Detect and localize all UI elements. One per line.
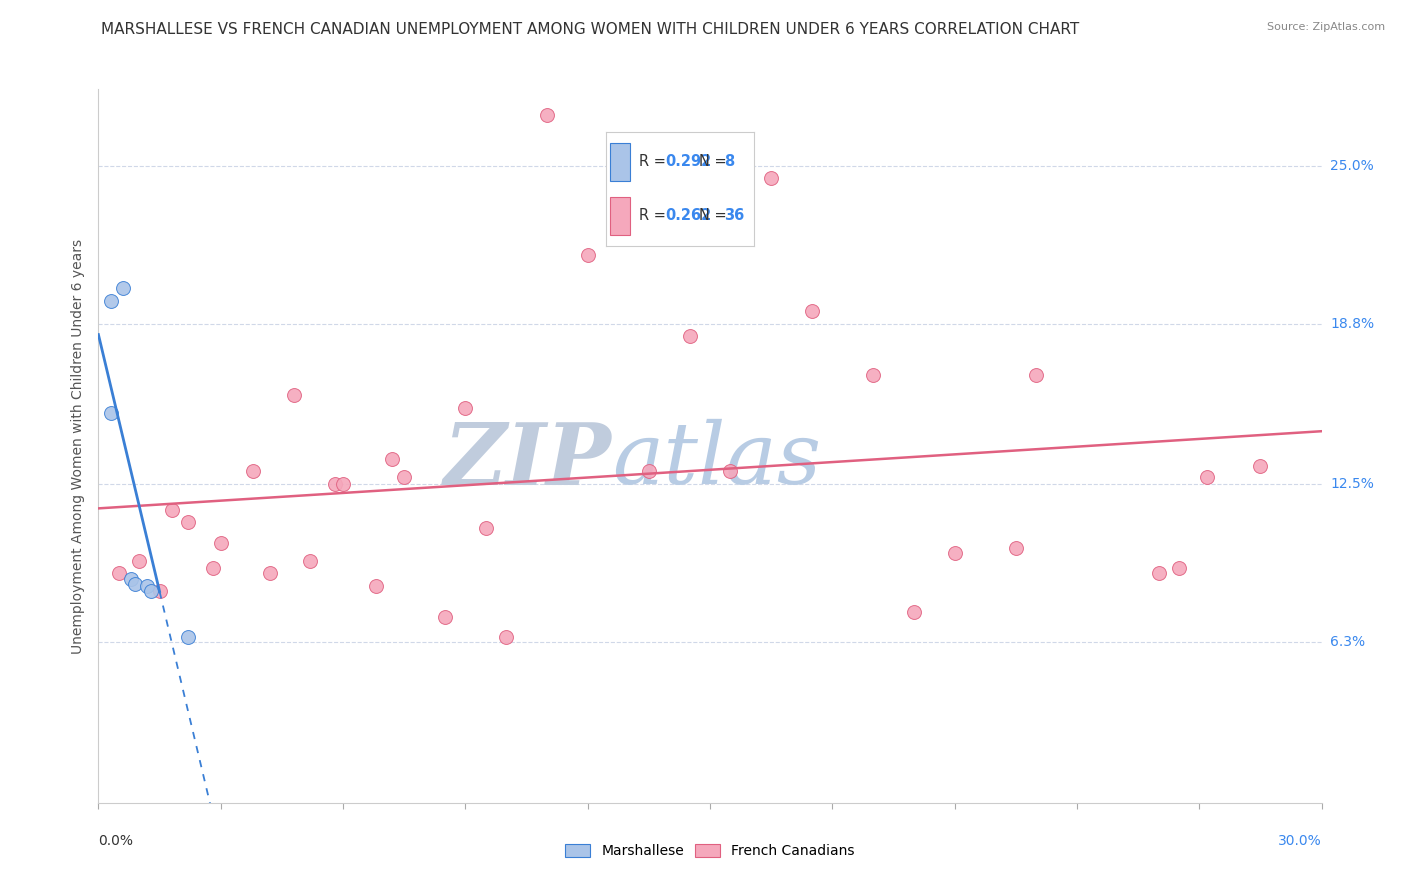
Point	[495, 630, 517, 644]
Point	[100, 293, 122, 308]
Point	[943, 546, 966, 560]
Text: MARSHALLESE VS FRENCH CANADIAN UNEMPLOYMENT AMONG WOMEN WITH CHILDREN UNDER 6 YE: MARSHALLESE VS FRENCH CANADIAN UNEMPLOYM…	[101, 22, 1080, 37]
Point	[381, 451, 404, 466]
Y-axis label: Unemployment Among Women with Children Under 6 years: Unemployment Among Women with Children U…	[72, 238, 86, 654]
Text: 6.3%: 6.3%	[1330, 635, 1365, 649]
Point	[259, 566, 281, 581]
Text: Source: ZipAtlas.com: Source: ZipAtlas.com	[1267, 22, 1385, 32]
Text: N =: N =	[699, 154, 731, 169]
Text: 25.0%: 25.0%	[1330, 159, 1374, 173]
Point	[761, 171, 783, 186]
Text: 12.5%: 12.5%	[1330, 477, 1374, 491]
Point	[679, 329, 702, 343]
Point	[801, 304, 824, 318]
Point	[160, 502, 183, 516]
Text: R =: R =	[638, 154, 671, 169]
Text: N =: N =	[699, 208, 731, 223]
Point	[283, 388, 305, 402]
Point	[242, 465, 264, 479]
Point	[299, 554, 322, 568]
Point	[1025, 368, 1047, 382]
Text: 0.262: 0.262	[665, 208, 711, 223]
Point	[862, 368, 884, 382]
Point	[434, 609, 457, 624]
Text: 36: 36	[724, 208, 745, 223]
Point	[149, 584, 172, 599]
Point	[177, 516, 200, 530]
Point	[576, 248, 599, 262]
Legend: Marshallese, French Canadians: Marshallese, French Canadians	[560, 838, 860, 863]
Point	[332, 477, 354, 491]
Point	[903, 605, 925, 619]
Text: 0.292: 0.292	[665, 154, 711, 169]
Point	[177, 630, 200, 644]
Point	[1197, 469, 1219, 483]
Point	[392, 469, 416, 483]
Point	[1004, 541, 1026, 555]
Text: atlas: atlas	[612, 419, 821, 501]
Text: 30.0%: 30.0%	[1278, 834, 1322, 848]
Point	[141, 584, 163, 599]
Text: 8: 8	[724, 154, 735, 169]
Point	[718, 465, 742, 479]
Point	[108, 566, 131, 581]
Point	[454, 401, 477, 415]
Point	[128, 554, 150, 568]
Point	[323, 477, 346, 491]
Point	[201, 561, 224, 575]
Text: ZIP: ZIP	[444, 418, 612, 502]
Point	[111, 281, 134, 295]
Point	[100, 406, 122, 420]
Point	[1167, 561, 1189, 575]
Point	[474, 520, 498, 534]
Point	[1249, 459, 1271, 474]
Text: R =: R =	[638, 208, 671, 223]
FancyBboxPatch shape	[610, 197, 630, 235]
Point	[1147, 566, 1170, 581]
Point	[364, 579, 387, 593]
Point	[120, 572, 142, 586]
Point	[124, 576, 146, 591]
FancyBboxPatch shape	[610, 144, 630, 181]
Text: 0.0%: 0.0%	[98, 834, 134, 848]
Point	[136, 579, 159, 593]
Point	[536, 108, 558, 122]
Point	[209, 536, 232, 550]
Point	[637, 465, 661, 479]
Text: 18.8%: 18.8%	[1330, 317, 1374, 331]
